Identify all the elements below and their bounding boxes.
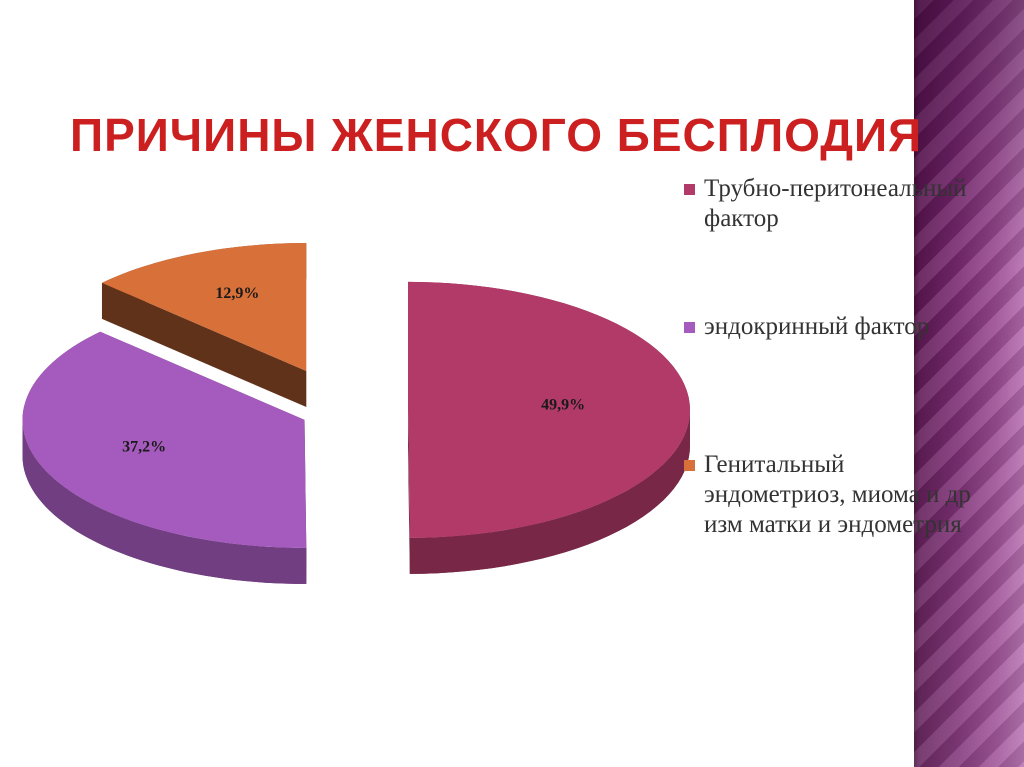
- data-label-tubal: 49,9%: [541, 397, 585, 414]
- legend-swatch-genital: [684, 460, 695, 471]
- data-label-endocrine: 37,2%: [122, 438, 166, 455]
- data-label-genital: 12,9%: [215, 285, 259, 302]
- legend-swatch-tubal: [684, 184, 695, 195]
- slice-genital: [101, 243, 307, 408]
- legend-label-genital: Генитальный эндометриоз, миома и др изм …: [704, 451, 971, 538]
- legend-label-endocrine: эндокринный фактор: [704, 313, 930, 340]
- decorative-side-band: [914, 0, 1024, 767]
- slide-title: ПРИЧИНЫ ЖЕНСКОГО БЕСПЛОДИЯ: [70, 109, 923, 161]
- slice-endocrine: [22, 331, 307, 584]
- slice-tubal: [407, 281, 690, 574]
- legend-label-tubal: Трубно-перитонеальный фактор: [704, 175, 967, 232]
- legend-swatch-endocrine: [684, 322, 695, 333]
